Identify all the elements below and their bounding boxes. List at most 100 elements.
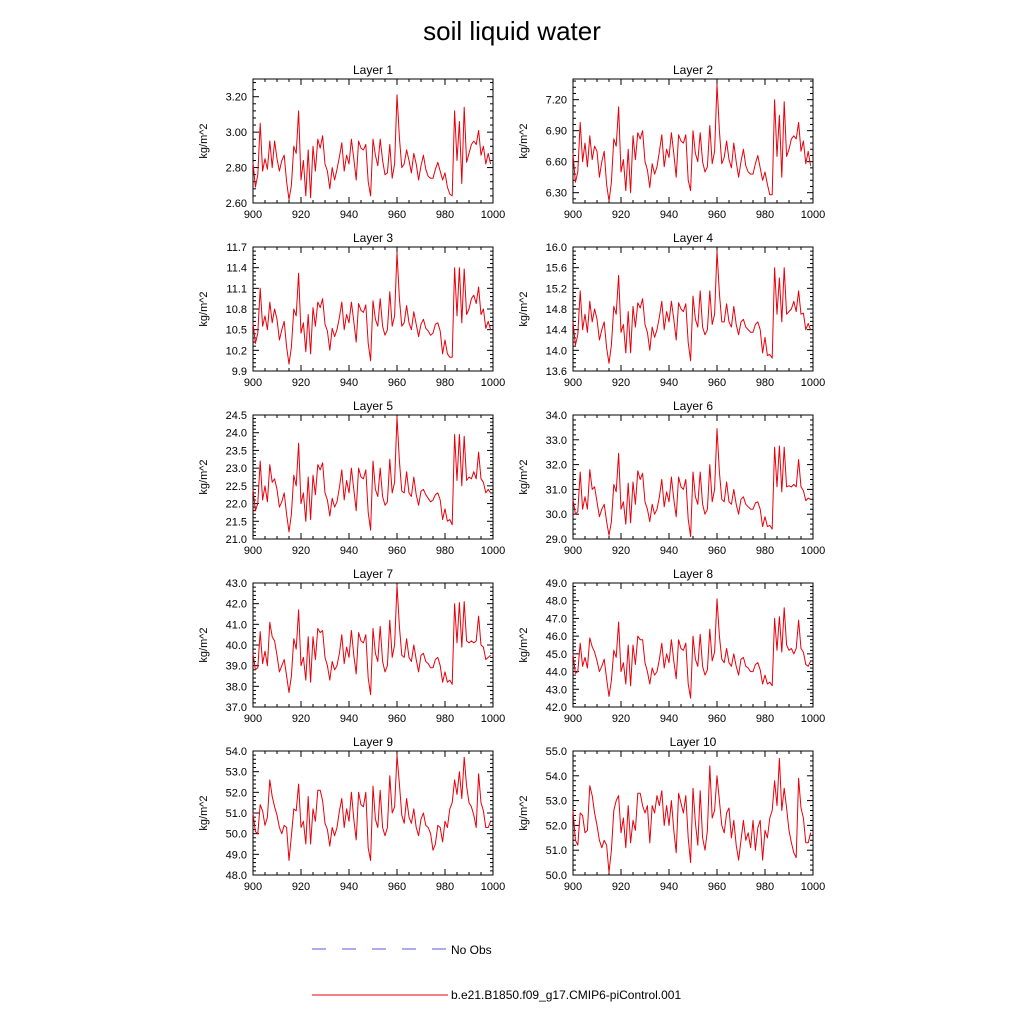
x-tick-label: 900 <box>244 209 262 221</box>
x-tick-label: 960 <box>388 713 406 725</box>
y-tick-label: 2.60 <box>226 198 247 210</box>
y-tick-label: 54.0 <box>226 746 247 758</box>
x-tick-label: 1000 <box>801 713 825 725</box>
x-tick-label: 920 <box>612 209 630 221</box>
x-tick-label: 900 <box>564 545 582 557</box>
x-tick-label: 980 <box>436 377 454 389</box>
x-tick-label: 960 <box>388 881 406 893</box>
y-tick-label: 53.0 <box>546 796 567 808</box>
x-tick-label: 960 <box>708 209 726 221</box>
x-tick-label: 940 <box>340 881 358 893</box>
y-tick-label: 42.0 <box>546 702 567 714</box>
y-tick-label: 22.0 <box>226 499 247 511</box>
y-tick-label: 3.20 <box>226 92 247 104</box>
plot-frame-layer-10 <box>572 750 814 876</box>
panel-layer-7: Layer 7 900 920 940 960 980 1000 37.0 38.0 39.0 40… <box>198 567 505 725</box>
y-tick-label: 10.2 <box>226 345 247 357</box>
panel-title-layer-4: Layer 4 <box>673 231 713 245</box>
x-tick-label: 960 <box>708 881 726 893</box>
y-tick-label: 33.0 <box>546 435 567 447</box>
y-tick-label: 13.6 <box>546 366 567 378</box>
panel-layer-5: Layer 5 900 920 940 960 980 1000 21.0 21.5 22.0 22… <box>198 399 505 557</box>
figure-title: soil liquid water <box>423 16 601 46</box>
x-tick-label: 900 <box>564 377 582 389</box>
x-tick-label: 1000 <box>481 713 505 725</box>
x-tick-label: 940 <box>660 377 678 389</box>
panel-title-layer-3: Layer 3 <box>353 231 393 245</box>
x-tick-label: 920 <box>292 209 310 221</box>
y-tick-label: 54.0 <box>546 771 567 783</box>
panel-title-layer-5: Layer 5 <box>353 399 393 413</box>
y-tick-label: 6.90 <box>546 126 567 138</box>
x-tick-label: 980 <box>756 545 774 557</box>
y-tick-label: 10.5 <box>226 325 247 337</box>
y-tick-label: 24.5 <box>226 410 247 422</box>
x-tick-label: 920 <box>292 377 310 389</box>
legend: No Obs b.e21.B1850.f09_g17.CMIP6-piContr… <box>312 943 681 1002</box>
panel-layer-10: Layer 10 900 920 940 960 980 1000 50.0 51.0 52.0 5… <box>518 735 825 893</box>
series-line-layer-6 <box>572 428 811 537</box>
x-tick-label: 960 <box>708 377 726 389</box>
series-line-layer-8 <box>572 598 812 699</box>
x-tick-label: 920 <box>612 881 630 893</box>
y-tick-label: 11.1 <box>226 283 247 295</box>
panel-layer-2: Layer 2 900 920 940 960 980 1000 6.30 6.60 6.90 7.… <box>518 63 825 221</box>
legend-label-no-obs: No Obs <box>451 943 492 957</box>
x-tick-label: 920 <box>292 713 310 725</box>
x-tick-label: 900 <box>244 545 262 557</box>
panel-title-layer-7: Layer 7 <box>353 567 393 581</box>
x-tick-label: 920 <box>612 713 630 725</box>
y-axis-label: kg/m^2 <box>518 795 530 830</box>
panel-layer-3: Layer 3 900 920 940 960 980 1000 9.9 10.2 10.5 10.… <box>198 231 505 389</box>
x-tick-label: 960 <box>708 713 726 725</box>
y-axis-label: kg/m^2 <box>518 459 530 494</box>
x-tick-label: 1000 <box>481 881 505 893</box>
series-line-layer-2 <box>572 83 812 202</box>
x-tick-label: 920 <box>612 377 630 389</box>
panel-title-layer-1: Layer 1 <box>353 63 393 77</box>
y-tick-label: 24.0 <box>226 428 247 440</box>
y-tick-label: 47.0 <box>546 613 567 625</box>
panel-layer-4: Layer 4 900 920 940 960 980 1000 13.6 14.0 14.4 14… <box>518 231 825 389</box>
y-tick-label: 23.0 <box>226 463 247 475</box>
series-line-layer-5 <box>252 416 492 533</box>
y-tick-label: 10.8 <box>226 304 247 316</box>
y-tick-label: 21.0 <box>226 534 247 546</box>
y-tick-label: 41.0 <box>226 619 247 631</box>
y-tick-label: 51.0 <box>546 845 567 857</box>
y-tick-label: 15.2 <box>546 283 567 295</box>
y-axis-label: kg/m^2 <box>198 123 210 158</box>
y-tick-label: 15.6 <box>546 263 567 275</box>
x-tick-label: 940 <box>340 209 358 221</box>
y-tick-label: 21.5 <box>226 516 247 528</box>
y-tick-label: 2.80 <box>226 163 247 175</box>
panel-layer-8: Layer 8 900 920 940 960 980 1000 42.0 43.0 44.0 45… <box>518 567 825 725</box>
x-tick-label: 980 <box>436 545 454 557</box>
x-tick-label: 960 <box>388 209 406 221</box>
y-tick-label: 53.0 <box>226 767 247 779</box>
x-tick-label: 960 <box>388 545 406 557</box>
legend-label-model: b.e21.B1850.f09_g17.CMIP6-piControl.001 <box>451 988 681 1002</box>
panel-layer-6: Layer 6 900 920 940 960 980 1000 29.0 30.0 31.0 32… <box>518 399 825 557</box>
y-tick-label: 43.0 <box>226 578 247 590</box>
y-axis-label: kg/m^2 <box>198 795 210 830</box>
x-tick-label: 980 <box>756 713 774 725</box>
x-tick-label: 960 <box>708 545 726 557</box>
y-tick-label: 45.0 <box>546 649 567 661</box>
series-line-layer-10 <box>572 757 812 873</box>
y-tick-label: 43.0 <box>546 684 567 696</box>
y-tick-label: 11.4 <box>226 263 247 275</box>
x-tick-label: 1000 <box>481 545 505 557</box>
y-tick-label: 31.0 <box>546 484 567 496</box>
y-tick-label: 48.0 <box>226 870 247 882</box>
x-tick-label: 980 <box>756 209 774 221</box>
y-tick-label: 48.0 <box>546 596 567 608</box>
y-tick-label: 23.5 <box>226 445 247 457</box>
x-tick-label: 1000 <box>801 881 825 893</box>
y-tick-label: 52.0 <box>546 820 567 832</box>
x-tick-label: 900 <box>564 713 582 725</box>
x-tick-label: 1000 <box>481 377 505 389</box>
y-tick-label: 3.00 <box>226 127 247 139</box>
y-tick-label: 14.8 <box>546 304 567 316</box>
